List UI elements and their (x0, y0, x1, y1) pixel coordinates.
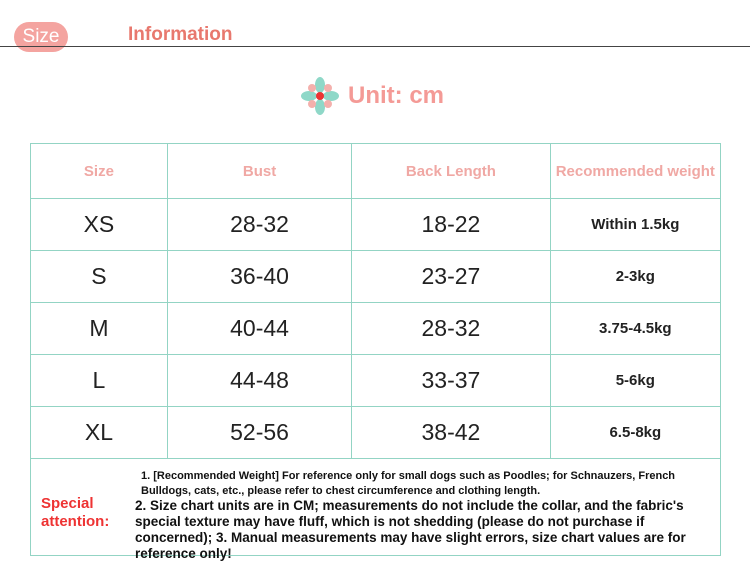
cell: XS (30, 198, 168, 251)
cell: 18-22 (351, 198, 551, 251)
cell: 3.75-4.5kg (549, 302, 722, 355)
divider (0, 46, 750, 47)
cell: 6.5-8kg (549, 406, 722, 459)
column-header: Bust (166, 143, 353, 199)
table-row: XL 52-56 38-42 6.5-8kg (30, 406, 722, 459)
column-header: Recommended weight (549, 143, 722, 199)
note-text: 2. Size chart units are in CM; measureme… (135, 498, 686, 561)
cell: M (30, 302, 168, 355)
cell: 33-37 (351, 354, 551, 407)
notes-label: Special attention: (41, 495, 110, 530)
cell: 28-32 (351, 302, 551, 355)
header-row: Size Bust Back Length Recommended weight (30, 143, 722, 199)
unit-label: Unit: cm (348, 82, 444, 109)
table-row: XS 28-32 18-22 Within 1.5kg (30, 198, 722, 251)
size-table: Size Bust Back Length Recommended weight XS 2… (30, 143, 722, 561)
flower-icon (301, 77, 339, 115)
cell: 5-6kg (549, 354, 722, 407)
cell: 52-56 (166, 406, 353, 459)
cell: S (30, 250, 168, 303)
notes-row: Special attention: 1. [Recommended Weight… (30, 458, 721, 561)
table-row: M 40-44 28-32 3.75-4.5kg (30, 302, 722, 355)
cell: Within 1.5kg (549, 198, 722, 251)
cell: L (30, 354, 168, 407)
cell: 28-32 (166, 198, 353, 251)
cell: 23-27 (351, 250, 551, 303)
size-tag: Size (14, 22, 68, 52)
cell: 38-42 (351, 406, 551, 459)
notes-cell: Special attention: 1. [Recommended Weight… (30, 458, 721, 561)
table-row: S 36-40 23-27 2-3kg (30, 250, 722, 303)
note-text: 1. [Recommended Weight] For reference on… (141, 470, 676, 497)
column-header: Size (30, 143, 168, 199)
cell: XL (30, 406, 168, 459)
cell: 36-40 (166, 250, 353, 303)
cell: 2-3kg (549, 250, 722, 303)
table-row: L 44-48 33-37 5-6kg (30, 354, 722, 407)
cell: 40-44 (166, 302, 353, 355)
cell: 44-48 (166, 354, 353, 407)
section-title: Information (128, 24, 233, 45)
column-header: Back Length (351, 143, 551, 199)
